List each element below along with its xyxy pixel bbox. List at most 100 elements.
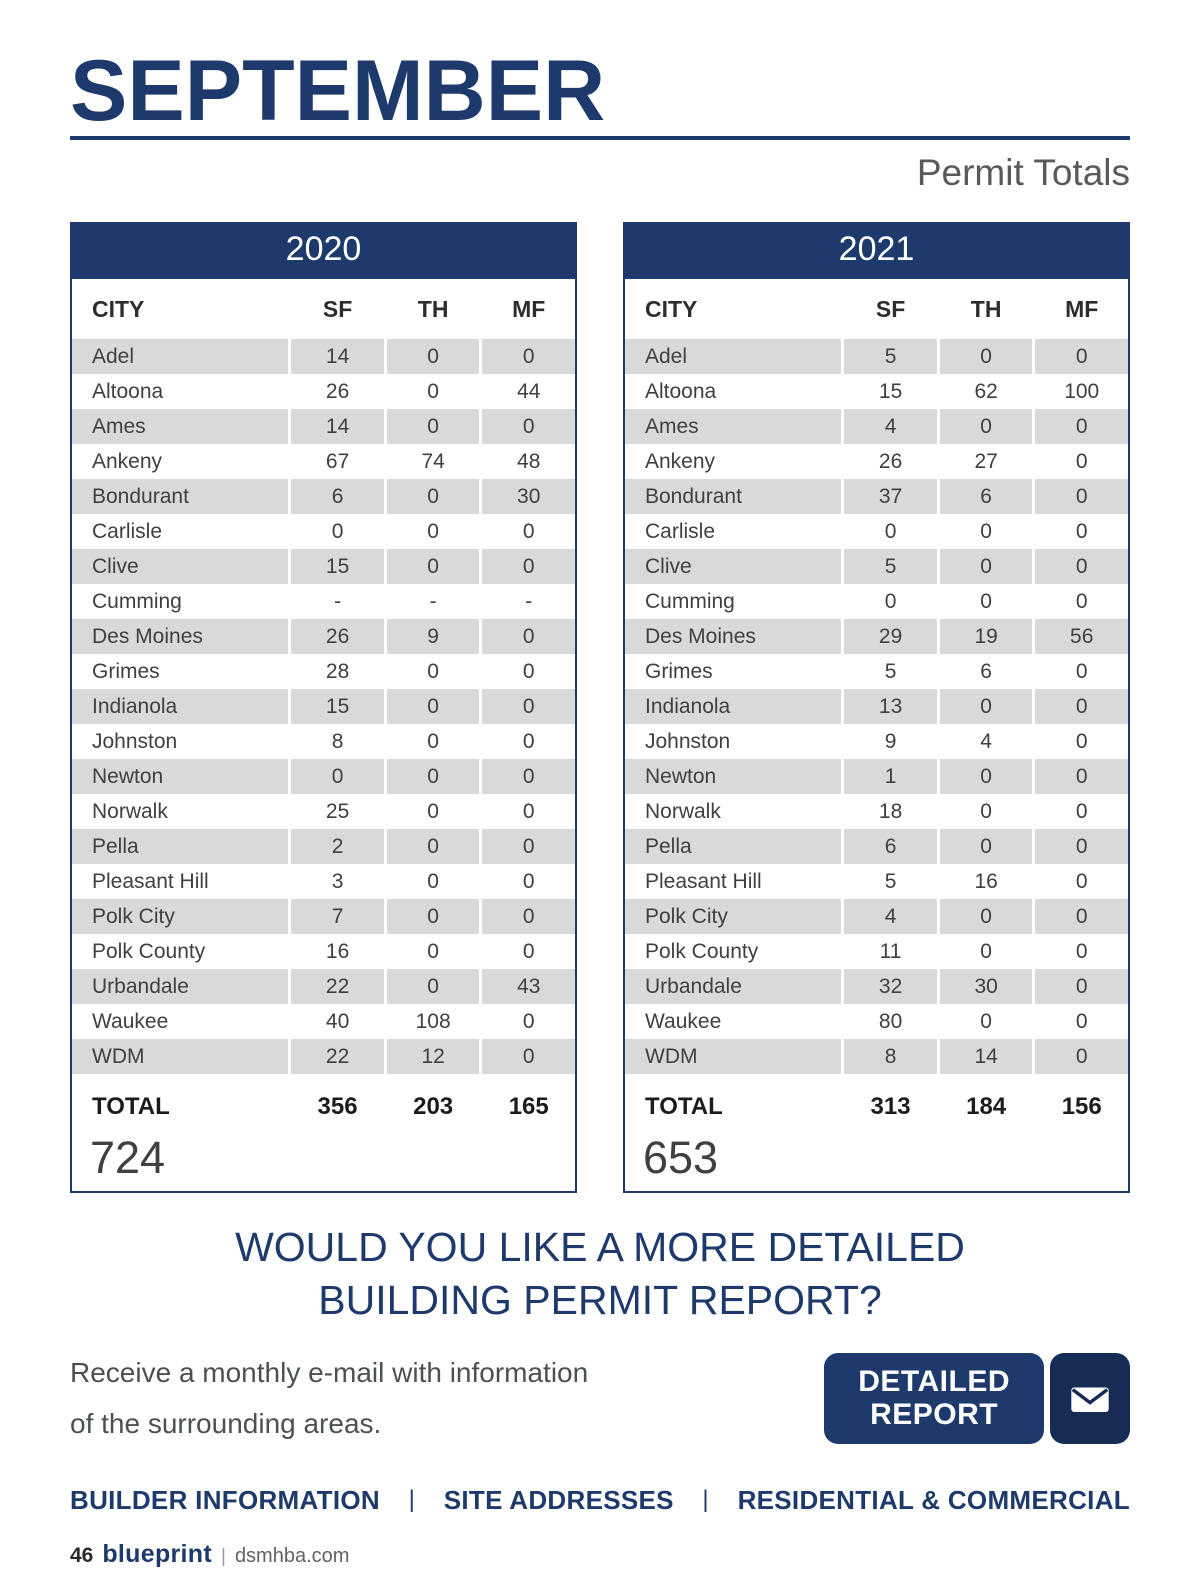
blueprint-logo: blueprint xyxy=(102,1539,212,1568)
table-row: Ankeny 26 27 0 xyxy=(625,444,1128,479)
mf-cell: 0 xyxy=(1032,759,1128,794)
th-cell: 0 xyxy=(383,759,480,794)
total-label: TOTAL xyxy=(645,1093,723,1120)
table-row: Clive 5 0 0 xyxy=(625,549,1128,584)
site-url[interactable]: dsmhba.com xyxy=(234,1544,350,1567)
sf-cell: 15 xyxy=(288,689,384,724)
th-cell: 0 xyxy=(383,969,480,1004)
table-row: Ames 4 0 0 xyxy=(625,409,1128,444)
th-cell: 0 xyxy=(383,479,480,514)
table-row: Cumming 0 0 0 xyxy=(625,584,1128,619)
cta-body-line2: of the surrounding areas. xyxy=(70,1407,382,1439)
mf-cell: 0 xyxy=(479,1004,575,1039)
th-cell: 4 xyxy=(936,724,1033,759)
table-row: Urbandale 22 0 43 xyxy=(72,969,575,1004)
sf-cell: 16 xyxy=(288,934,384,969)
city-cell: Norwalk xyxy=(645,799,721,823)
mf-cell: 0 xyxy=(479,549,575,584)
sf-cell: 3 xyxy=(288,864,384,899)
city-cell: Newton xyxy=(645,764,717,788)
table-row: Grimes 28 0 0 xyxy=(72,654,575,689)
table-row: Ames 14 0 0 xyxy=(72,409,575,444)
link-residential-commercial[interactable]: RESIDENTIAL & COMMERCIAL xyxy=(737,1484,1130,1515)
sf-cell: - xyxy=(288,584,384,619)
mf-cell: 100 xyxy=(1032,374,1128,409)
mf-cell: 0 xyxy=(1032,409,1128,444)
title-block: SEPTEMBER xyxy=(70,48,1130,140)
envelope-icon[interactable] xyxy=(1050,1353,1130,1444)
city-cell: Indianola xyxy=(92,694,178,718)
sf-cell: 0 xyxy=(288,759,384,794)
table-row: WDM 22 12 0 xyxy=(72,1039,575,1074)
mf-cell: 0 xyxy=(479,619,575,654)
sf-cell: 22 xyxy=(288,969,384,1004)
sf-cell: 15 xyxy=(288,549,384,584)
th-cell: 0 xyxy=(383,514,480,549)
table-row: Bondurant 6 0 30 xyxy=(72,479,575,514)
column-header-city: CITY xyxy=(92,295,145,322)
city-cell: Altoona xyxy=(92,379,164,403)
city-cell: Clive xyxy=(92,554,139,578)
table-row: Pleasant Hill 3 0 0 xyxy=(72,864,575,899)
column-header-row: CITY SF TH MF xyxy=(72,279,575,339)
table-row: Johnston 8 0 0 xyxy=(72,724,575,759)
mf-cell: 0 xyxy=(479,339,575,374)
city-cell: Norwalk xyxy=(92,799,168,823)
city-cell: Cumming xyxy=(645,589,735,613)
city-cell: Des Moines xyxy=(645,624,756,648)
city-cell: Grimes xyxy=(92,659,160,683)
mf-cell: 0 xyxy=(1032,864,1128,899)
detailed-report-line2: REPORT xyxy=(870,1397,999,1431)
sf-cell: 5 xyxy=(841,339,937,374)
column-header-mf: MF xyxy=(1032,279,1128,339)
link-builder-information[interactable]: BUILDER INFORMATION xyxy=(70,1484,380,1515)
link-site-addresses[interactable]: SITE ADDRESSES xyxy=(443,1484,674,1515)
city-cell: Polk County xyxy=(92,939,206,963)
sf-cell: 11 xyxy=(841,934,937,969)
column-header-sf: SF xyxy=(841,279,937,339)
th-cell: 14 xyxy=(936,1039,1033,1074)
city-cell: Altoona xyxy=(645,379,717,403)
th-cell: 0 xyxy=(936,549,1033,584)
table-row: Cumming - - - xyxy=(72,584,575,619)
detailed-report-button[interactable]: DETAILED REPORT xyxy=(824,1353,1130,1444)
year-header-2021: 2021 xyxy=(623,222,1130,279)
city-cell: Newton xyxy=(92,764,164,788)
mf-cell: 43 xyxy=(479,969,575,1004)
city-cell: Ames xyxy=(645,414,699,438)
total-sf-cell: 356 xyxy=(288,1084,384,1130)
city-cell: Ankeny xyxy=(92,449,163,473)
sf-cell: 1 xyxy=(841,759,937,794)
city-cell: WDM xyxy=(92,1044,145,1068)
table-rows-2020: Adel 14 0 0 Altoona 26 0 44 xyxy=(72,339,575,1074)
th-cell: 27 xyxy=(936,444,1033,479)
mf-cell: 0 xyxy=(1032,479,1128,514)
th-cell: 0 xyxy=(936,514,1033,549)
sf-cell: 15 xyxy=(841,374,937,409)
city-cell: WDM xyxy=(645,1044,698,1068)
city-cell: Des Moines xyxy=(92,624,203,648)
cta-heading: WOULD YOU LIKE A MORE DETAILED BUILDING … xyxy=(70,1221,1130,1326)
sf-cell: 2 xyxy=(288,829,384,864)
detailed-report-label[interactable]: DETAILED REPORT xyxy=(824,1353,1044,1444)
mf-cell: 0 xyxy=(1032,794,1128,829)
table-row: Adel 5 0 0 xyxy=(625,339,1128,374)
th-cell: 6 xyxy=(936,654,1033,689)
th-cell: 16 xyxy=(936,864,1033,899)
column-header-mf: MF xyxy=(479,279,575,339)
sf-cell: 29 xyxy=(841,619,937,654)
mf-cell: 0 xyxy=(1032,969,1128,1004)
sf-cell: 32 xyxy=(841,969,937,1004)
table-row: Polk County 11 0 0 xyxy=(625,934,1128,969)
sf-cell: 4 xyxy=(841,409,937,444)
mf-cell: 0 xyxy=(479,864,575,899)
city-cell: Ankeny xyxy=(645,449,716,473)
table-row: Norwalk 25 0 0 xyxy=(72,794,575,829)
th-cell: 0 xyxy=(383,934,480,969)
mf-cell: 0 xyxy=(479,759,575,794)
mf-cell: 44 xyxy=(479,374,575,409)
th-cell: 0 xyxy=(383,864,480,899)
city-cell: Bondurant xyxy=(645,484,742,508)
th-cell: 0 xyxy=(383,374,480,409)
th-cell: 6 xyxy=(936,479,1033,514)
